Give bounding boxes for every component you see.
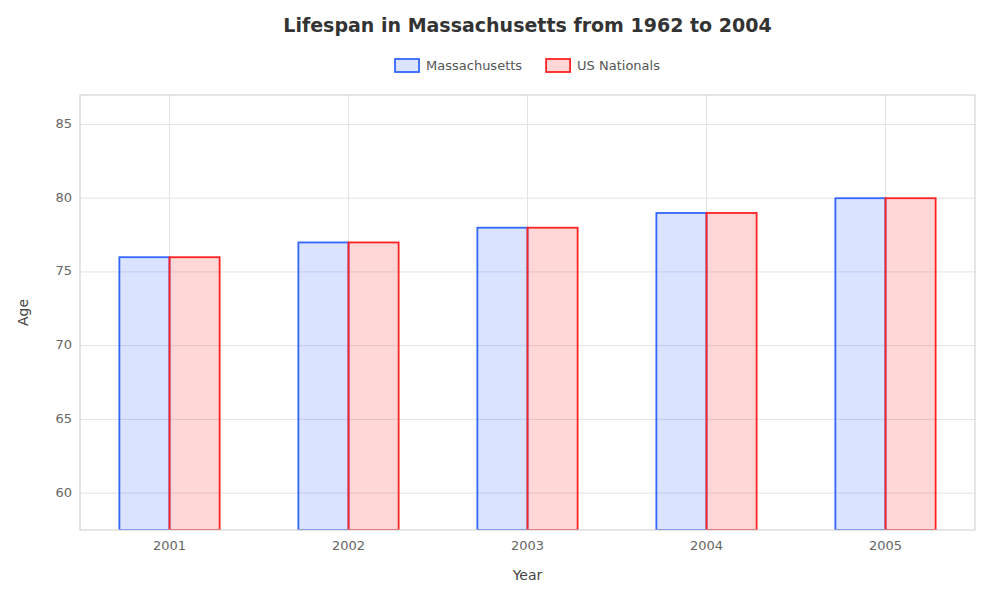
y-tick-label: 70 [55,337,72,352]
legend-swatch [395,59,419,72]
x-tick-label: 2004 [690,538,723,553]
x-axis-label: Year [512,567,543,583]
legend-item: US Nationals [546,58,660,73]
bar [119,257,169,530]
legend-label: US Nationals [577,58,660,73]
legend: Massachusetts US Nationals [395,58,660,73]
y-tick-label: 80 [55,190,72,205]
grid [80,95,975,530]
bar [170,257,220,530]
series-bars [119,198,885,530]
x-axis: 2001 2002 2003 2004 2005 [153,538,902,553]
bar [886,198,936,530]
legend-swatch [546,59,570,72]
x-tick-label: 2001 [153,538,186,553]
x-tick-label: 2003 [511,538,544,553]
y-tick-label: 60 [55,485,72,500]
chart-container: 60 65 70 75 80 85 2001 2002 2003 2004 2005 Year Age L… [0,0,1000,600]
bar [835,198,885,530]
bar [656,213,706,530]
y-axis-label: Age [15,299,31,326]
bar [528,228,578,530]
y-tick-label: 75 [55,263,72,278]
bar [707,213,757,530]
legend-item: Massachusetts [395,58,522,73]
x-tick-label: 2005 [869,538,902,553]
bars [119,198,935,530]
y-tick-label: 65 [55,411,72,426]
x-tick-label: 2002 [332,538,365,553]
bar [349,242,399,530]
title: Lifespan in Massachusetts from 1962 to 2… [283,14,771,36]
plot-frame [80,95,975,530]
legend-label: Massachusetts [426,58,522,73]
bar [298,242,348,530]
chart: 60 65 70 75 80 85 2001 2002 2003 2004 2005 Year Age L… [0,0,1000,600]
series-bars [170,198,936,530]
y-axis: 60 65 70 75 80 85 [55,116,72,500]
y-tick-label: 85 [55,116,72,131]
bar [477,228,527,530]
